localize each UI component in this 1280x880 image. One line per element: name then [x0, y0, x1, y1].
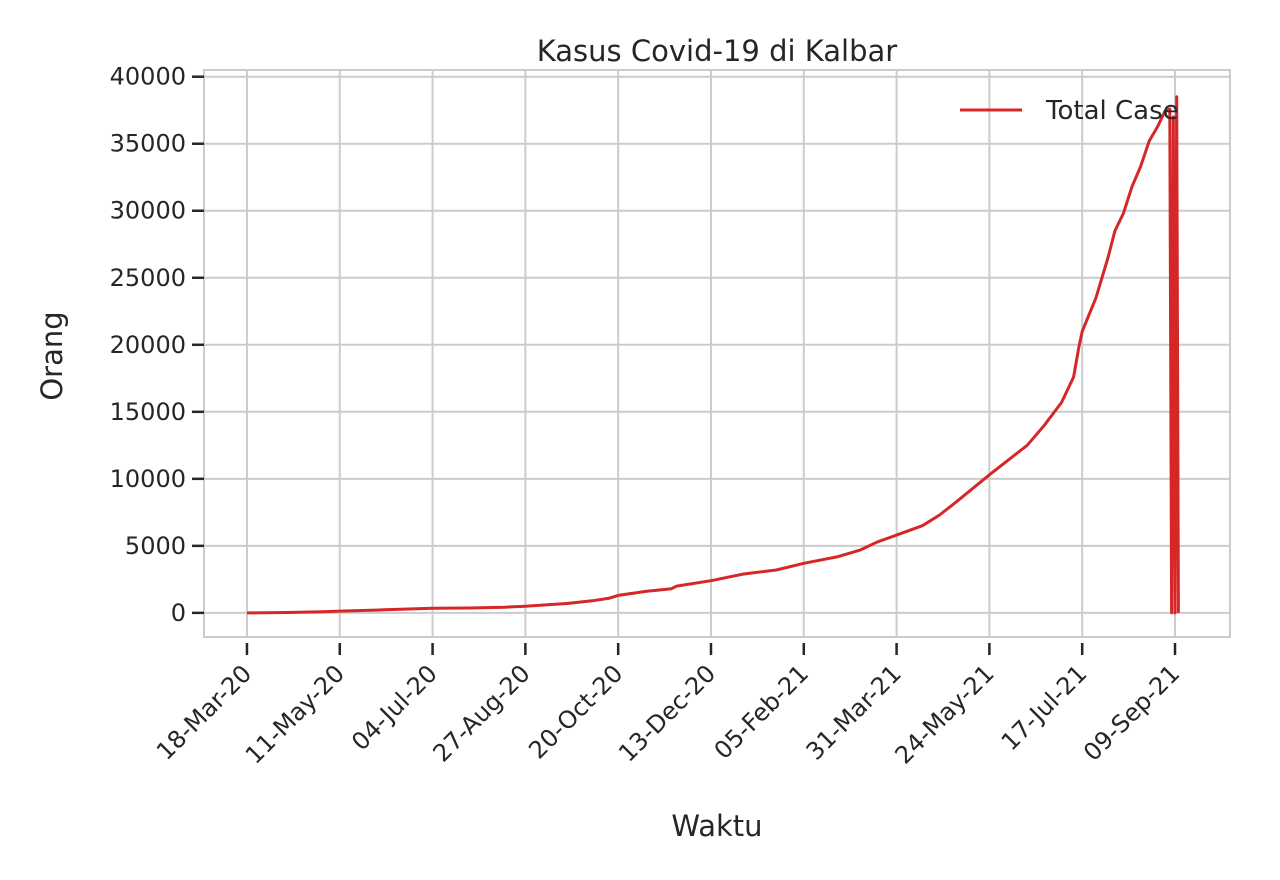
series-lines: [246, 95, 1180, 615]
y-tick-label: 25000: [110, 264, 186, 292]
y-axis-ticks: 0 5000 10000 15000 20000 25000 30000 35000 40000: [110, 63, 204, 627]
series-line-total-case: [246, 95, 1180, 615]
x-tick-label: 27-Aug-20: [428, 659, 536, 767]
legend: Total Case: [960, 96, 1179, 126]
x-tick-label: 05-Feb-21: [709, 659, 814, 764]
y-tick-label: 5000: [125, 532, 186, 560]
y-axis-label: Orang: [35, 311, 69, 400]
x-tick-label: 09-Sep-21: [1078, 659, 1185, 766]
y-tick-label: 10000: [110, 465, 186, 493]
y-tick-label: 40000: [110, 63, 186, 91]
x-tick-label: 17-Jul-21: [996, 659, 1093, 756]
x-tick-label: 13-Dec-20: [613, 659, 721, 767]
x-axis-ticks: 18-Mar-2011-May-2004-Jul-2027-Aug-2020-O…: [151, 643, 1185, 769]
plot-area-frame: [203, 69, 1231, 638]
x-tick-label: 24-May-21: [890, 659, 1000, 769]
x-axis-label: Waktu: [671, 809, 762, 843]
chart-title: Kasus Covid-19 di Kalbar: [537, 34, 897, 68]
y-tick-label: 20000: [110, 331, 186, 359]
x-tick-label: 11-May-20: [240, 659, 350, 769]
x-tick-label: 20-Oct-20: [523, 659, 628, 764]
y-tick-label: 15000: [110, 398, 186, 426]
x-tick-label: 04-Jul-20: [346, 659, 443, 756]
y-tick-label: 35000: [110, 130, 186, 158]
grid-lines: [204, 70, 1230, 637]
y-tick-label: 0: [171, 599, 186, 627]
legend-label-total-case: Total Case: [1045, 96, 1179, 126]
y-tick-label: 30000: [110, 197, 186, 225]
